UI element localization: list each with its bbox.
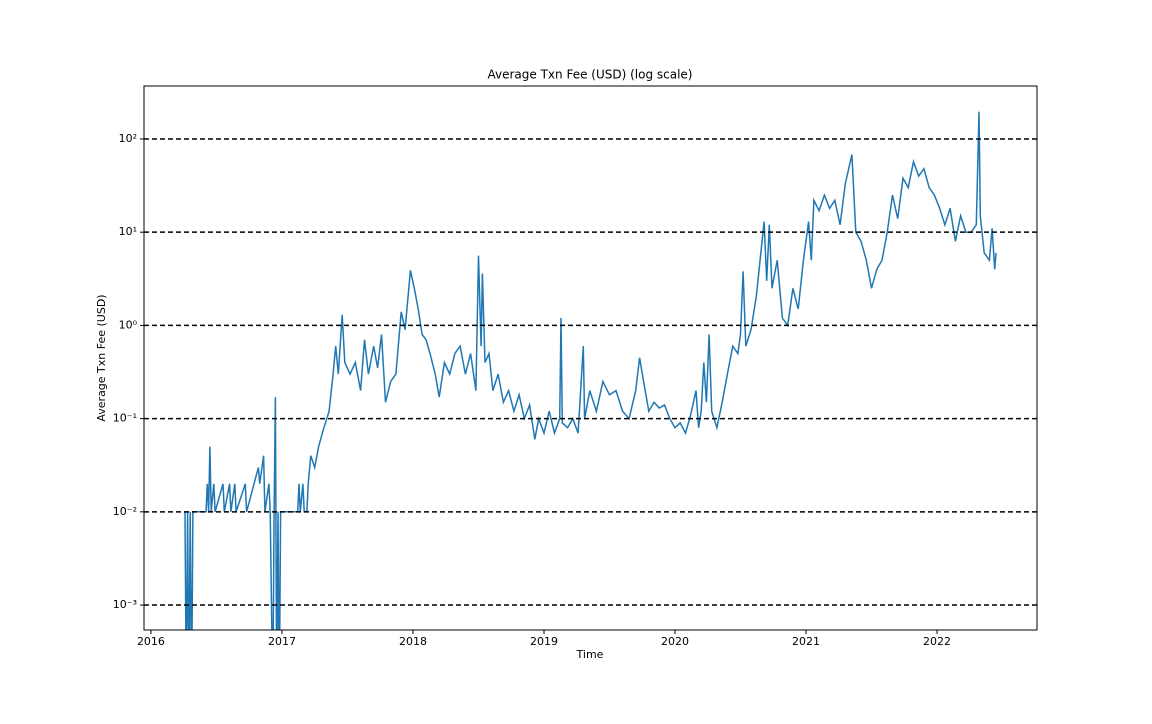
y-tick-label: 10⁻³ (113, 598, 137, 611)
y-tick-label: 10⁰ (119, 318, 138, 331)
y-tick-label: 10⁻¹ (113, 412, 137, 425)
x-tick-label: 2021 (792, 635, 820, 648)
y-tick-label: 10² (119, 132, 137, 145)
y-axis-label: Average Txn Fee (USD) (95, 294, 108, 421)
x-tick-label: 2022 (923, 635, 951, 648)
data-line (184, 111, 997, 630)
y-tick-label: 10⁻² (113, 505, 137, 518)
x-tick-label: 2020 (661, 635, 689, 648)
chart-title: Average Txn Fee (USD) (log scale) (488, 68, 693, 82)
axes-frame (143, 85, 1038, 631)
x-tick-label: 2019 (530, 635, 558, 648)
y-tick-label: 10¹ (119, 225, 137, 238)
x-tick-label: 2018 (399, 635, 427, 648)
x-tick-label: 2016 (137, 635, 165, 648)
plot-area (184, 111, 997, 630)
x-tick-label: 2017 (268, 635, 296, 648)
x-axis-label: Time (576, 648, 604, 661)
